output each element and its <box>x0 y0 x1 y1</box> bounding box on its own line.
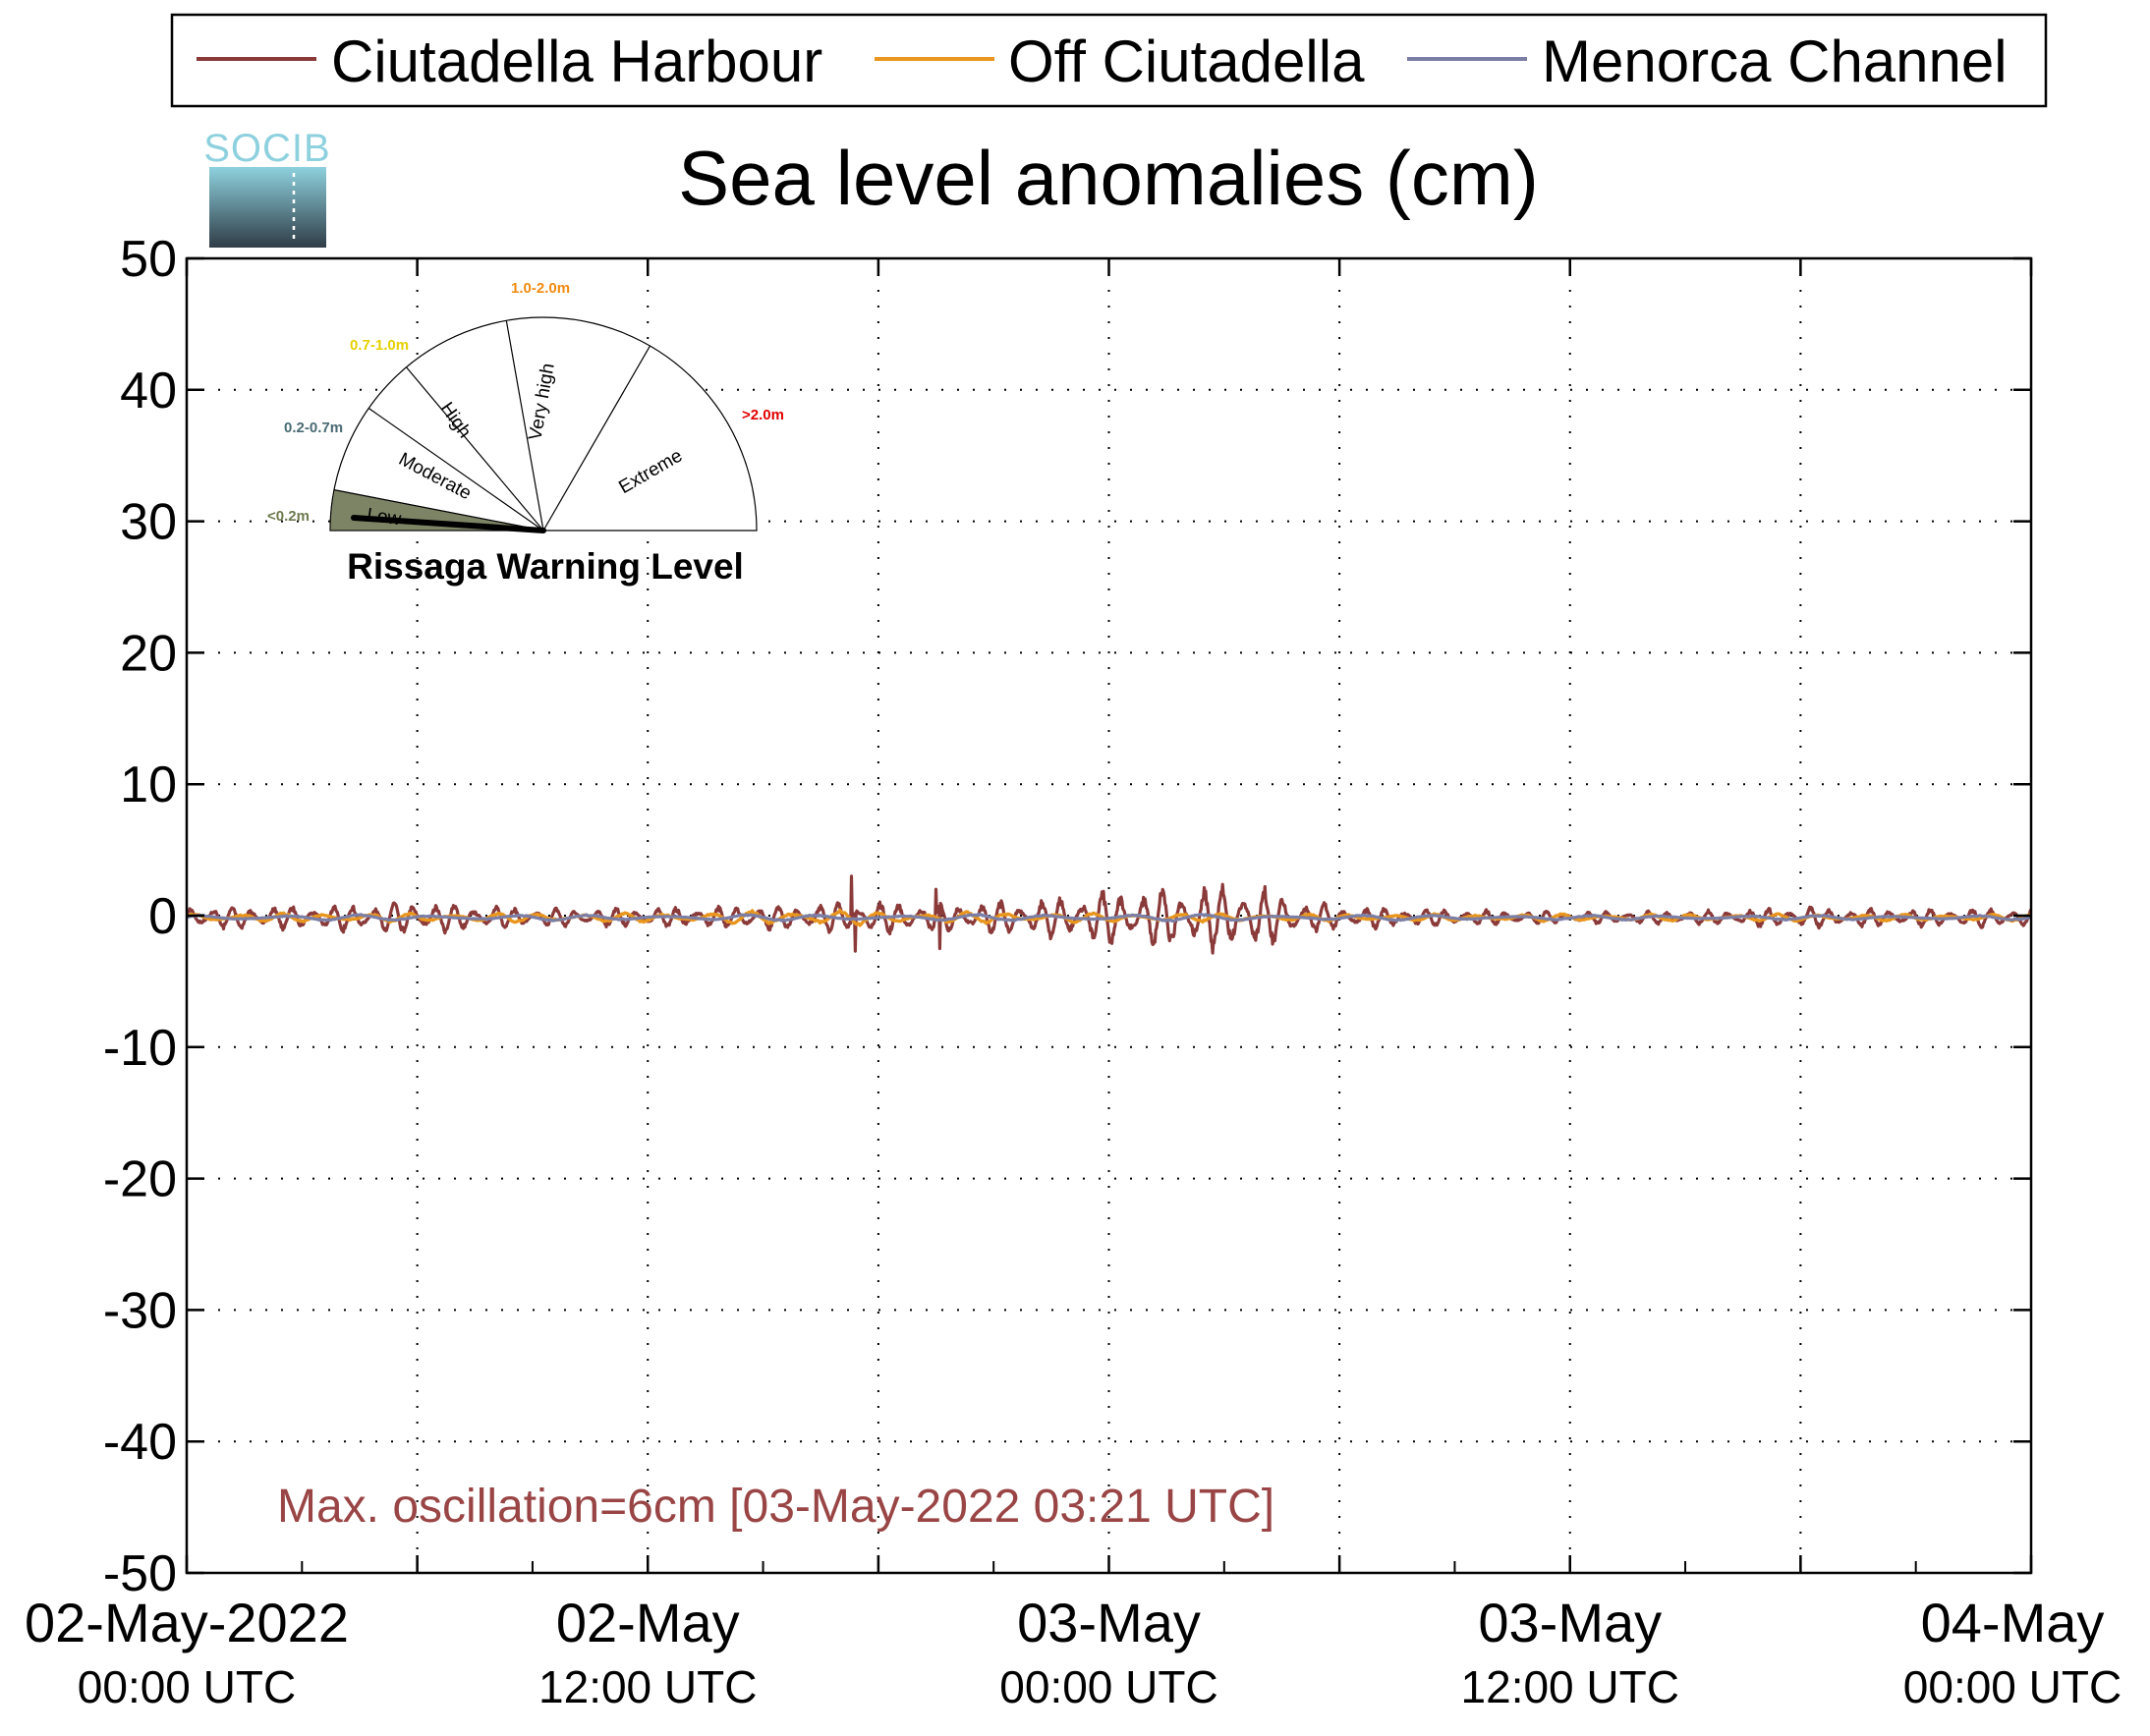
legend-label-ciutadella-harbour: Ciutadella Harbour <box>331 28 822 94</box>
y-tick-label: -30 <box>103 1282 177 1339</box>
gauge-divider-line <box>406 366 544 532</box>
x-tick-time-label: 12:00 UTC <box>1461 1661 1679 1712</box>
gauge-dividers <box>333 320 651 532</box>
y-tick-label: 0 <box>148 888 177 945</box>
x-tick-date-label: 02-May-2022 <box>25 1592 349 1653</box>
gauge-divider-line <box>368 408 544 532</box>
y-tick-label: -50 <box>103 1545 177 1602</box>
x-tick-date-label: 02-May <box>556 1592 740 1653</box>
gauge-divider-line <box>505 320 544 532</box>
legend-label-menorca-channel: Menorca Channel <box>1542 28 2008 94</box>
y-tick-label: 30 <box>120 494 177 551</box>
gauge-divider-line <box>333 489 544 532</box>
y-tick-label: -40 <box>103 1414 177 1471</box>
gauge-range-high: 0.7-1.0m <box>350 337 409 354</box>
max-oscillation-annotation: Max. oscillation=6cm [03-May-2022 03:21 … <box>277 1481 1274 1533</box>
gauge-title: Rissaga Warning Level <box>347 546 744 587</box>
gauge-range-low: <0.2m <box>267 508 310 525</box>
y-tick-label: 40 <box>120 363 177 420</box>
x-tick-time-label: 00:00 UTC <box>999 1661 1217 1712</box>
y-tick-label: 50 <box>120 231 177 288</box>
x-tick-time-label: 12:00 UTC <box>538 1661 757 1712</box>
chart-title: Sea level anomalies (cm) <box>678 135 1539 221</box>
rissaga-warning-gauge: Low Moderate High Very high Extreme <0.2… <box>267 280 784 587</box>
y-tick-label: -20 <box>103 1151 177 1208</box>
y-axis-tick-labels: 50 40 30 20 10 0 -10 -20 -30 -40 -50 <box>103 231 177 1602</box>
gauge-range-very-high: 1.0-2.0m <box>511 280 570 297</box>
y-tick-label: -10 <box>103 1020 177 1077</box>
legend-frame <box>170 13 2048 108</box>
logo-wave-block <box>209 167 326 248</box>
y-tick-label: 20 <box>120 625 177 682</box>
x-tick-time-label: 00:00 UTC <box>1903 1661 2122 1712</box>
x-tick-date-label: 03-May <box>1478 1592 1662 1653</box>
legend-label-off-ciutadella: Off Ciutadella <box>1008 28 1365 94</box>
gauge-needle <box>351 515 546 533</box>
gauge-divider-line <box>542 345 651 532</box>
x-tick-date-label: 04-May <box>1921 1592 2105 1653</box>
series-line-menorca-channel <box>187 912 2031 924</box>
series-lines <box>187 874 2031 955</box>
gauge-outline <box>329 316 758 532</box>
axis-ticks <box>185 256 2033 1575</box>
gauge-range-moderate: 0.2-0.7m <box>284 420 343 436</box>
y-tick-label: 10 <box>120 756 177 813</box>
socib-logo: SOCIB <box>203 127 330 248</box>
x-tick-time-label: 00:00 UTC <box>78 1661 296 1712</box>
x-axis-tick-labels: 02-May-2022 00:00 UTC 02-May 12:00 UTC 03-Ma… <box>25 1592 2122 1712</box>
series-line-ciutadella-harbour <box>187 874 2031 955</box>
legend: Ciutadella Harbour Off Ciutadella Menorc… <box>170 13 2048 108</box>
gauge-range-extreme: >2.0m <box>742 407 784 423</box>
logo-wordmark: SOCIB <box>203 127 330 170</box>
x-tick-date-label: 03-May <box>1017 1592 1201 1653</box>
